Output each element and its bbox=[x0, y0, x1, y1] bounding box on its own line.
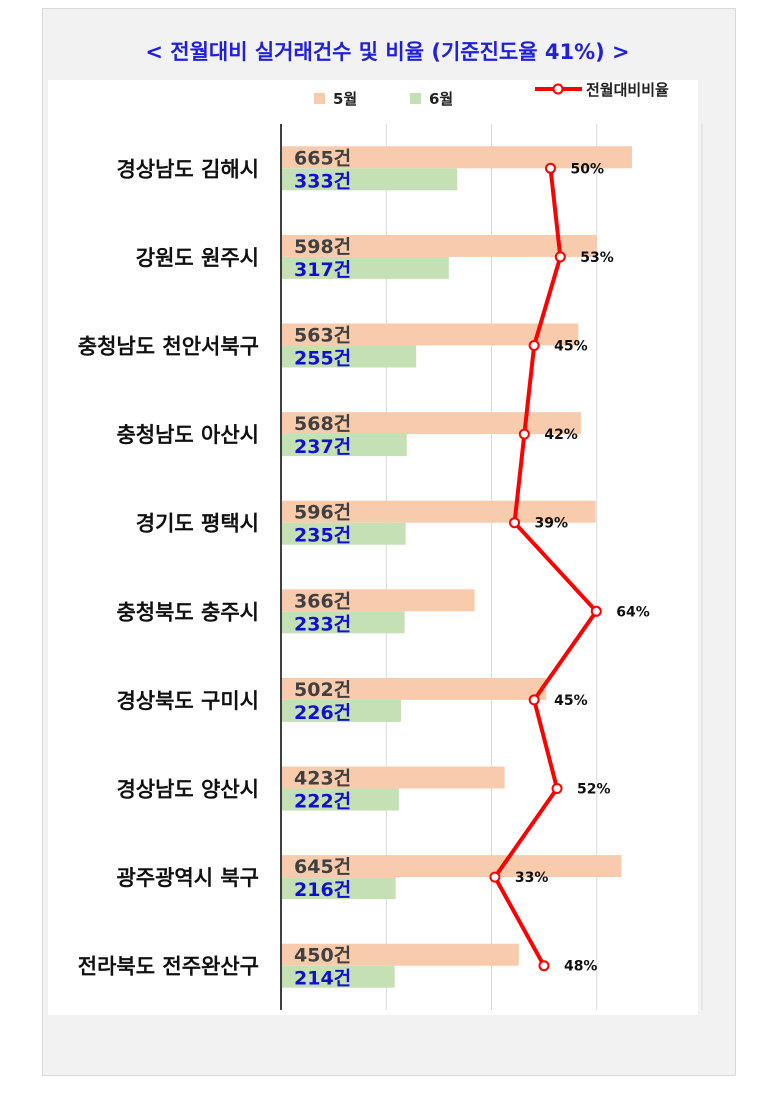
bar-june bbox=[282, 965, 395, 988]
data-label-june: 216건 bbox=[294, 879, 351, 901]
data-label-may: 366건 bbox=[294, 590, 351, 612]
bar-june bbox=[282, 345, 417, 368]
legend-label-june: 6월 bbox=[429, 90, 454, 108]
ratio-label: 45% bbox=[554, 339, 588, 355]
data-label-june: 214건 bbox=[294, 968, 351, 990]
ratio-label: 33% bbox=[515, 870, 549, 886]
bar-june bbox=[282, 256, 449, 279]
category-label: 충청북도 충주시 bbox=[116, 600, 259, 624]
ratio-point bbox=[554, 251, 566, 263]
data-label-may: 665건 bbox=[294, 147, 351, 169]
data-label-may: 502건 bbox=[294, 679, 351, 701]
legend-label-ratio: 전월대비비율 bbox=[586, 81, 669, 99]
data-label-june: 317건 bbox=[294, 259, 351, 281]
data-label-may: 563건 bbox=[294, 325, 351, 347]
bar-may bbox=[282, 589, 475, 612]
ratio-point bbox=[590, 605, 602, 617]
bar-june bbox=[282, 877, 396, 900]
category-label: 충청남도 아산시 bbox=[116, 423, 259, 447]
bar-may bbox=[282, 234, 597, 257]
ratio-point bbox=[528, 340, 540, 351]
data-label-may: 598건 bbox=[294, 236, 351, 258]
chart-title: < 전월대비 실거래건수 및 비율 (기준진도율 41%) > bbox=[145, 40, 630, 64]
data-label-june: 235건 bbox=[294, 525, 351, 547]
ratio-point bbox=[509, 517, 521, 529]
bar-june bbox=[282, 611, 405, 634]
ratio-line bbox=[492, 168, 599, 967]
data-label-june: 233건 bbox=[294, 613, 351, 635]
bar-may bbox=[282, 677, 547, 700]
ratio-point bbox=[528, 694, 540, 706]
category-label: 충청남도 천안서북구 bbox=[78, 335, 259, 359]
data-label-may: 596건 bbox=[294, 502, 351, 524]
bar-may bbox=[282, 323, 579, 346]
ratio-label: 50% bbox=[571, 161, 605, 177]
ratio-label: 45% bbox=[554, 693, 588, 709]
ratio-point bbox=[538, 960, 550, 972]
ratio-label: 53% bbox=[580, 250, 614, 266]
legend-label-may: 5월 bbox=[333, 90, 358, 108]
ratio-point bbox=[545, 162, 556, 174]
bar-june bbox=[282, 788, 399, 811]
category-label: 경상남도 김해시 bbox=[116, 157, 259, 181]
ratio-label: 42% bbox=[544, 427, 578, 443]
category-label: 경기도 평택시 bbox=[136, 512, 259, 536]
category-label: 광주광역시 북구 bbox=[116, 866, 259, 890]
data-label-june: 237건 bbox=[294, 436, 351, 458]
data-label-june: 333건 bbox=[294, 170, 351, 192]
data-label-may: 568건 bbox=[294, 413, 351, 435]
bar-may bbox=[282, 943, 519, 966]
bar-may bbox=[282, 855, 622, 878]
data-label-may: 423건 bbox=[294, 768, 351, 790]
ratio-point bbox=[489, 871, 501, 883]
category-label: 경상남도 양산시 bbox=[116, 778, 259, 802]
bar-june bbox=[282, 168, 458, 191]
bar-may bbox=[282, 766, 505, 789]
data-label-may: 645건 bbox=[294, 856, 351, 878]
category-label: 경상북도 구미시 bbox=[116, 689, 259, 713]
bar-june bbox=[282, 522, 406, 545]
category-label: 강원도 원주시 bbox=[136, 246, 259, 270]
bar-june bbox=[282, 434, 407, 457]
legend-swatch-may bbox=[314, 93, 325, 104]
ratio-point bbox=[518, 428, 530, 440]
ratio-label: 52% bbox=[577, 782, 611, 798]
ratio-label: 39% bbox=[535, 516, 569, 532]
data-label-june: 222건 bbox=[294, 791, 351, 813]
bar-may bbox=[282, 412, 581, 435]
data-label-may: 450건 bbox=[294, 945, 351, 967]
category-label: 전라북도 전주완산구 bbox=[78, 955, 259, 979]
ratio-label: 48% bbox=[564, 959, 598, 975]
data-label-june: 255건 bbox=[294, 348, 351, 370]
bar-may bbox=[282, 146, 632, 169]
data-label-june: 226건 bbox=[294, 702, 351, 724]
legend-swatch-june bbox=[410, 93, 421, 104]
bar-june bbox=[282, 699, 401, 722]
ratio-point bbox=[551, 783, 563, 794]
ratio-label: 64% bbox=[616, 604, 650, 620]
